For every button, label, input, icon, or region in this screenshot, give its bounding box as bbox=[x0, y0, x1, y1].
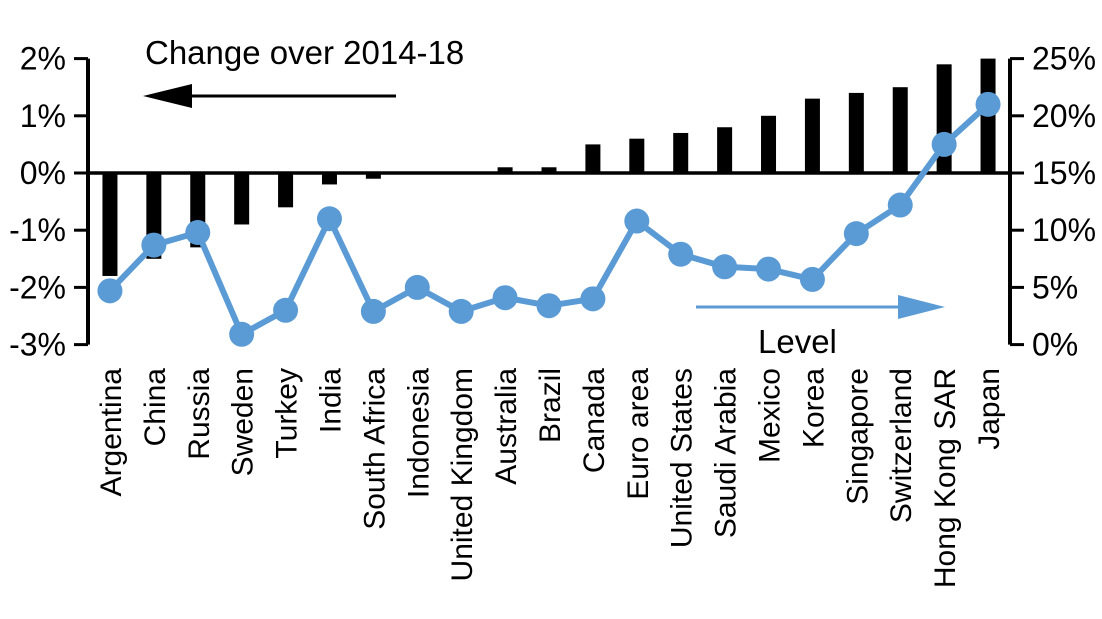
category-label: Switzerland bbox=[885, 368, 918, 523]
dot-south-africa bbox=[360, 298, 386, 324]
bar-turkey bbox=[278, 173, 294, 208]
dot-japan bbox=[975, 91, 1001, 117]
dot-indonesia bbox=[404, 274, 430, 300]
category-label: Saudi Arabia bbox=[710, 368, 743, 538]
bar-switzerland bbox=[892, 87, 908, 173]
level-arrow-label: Level bbox=[758, 323, 837, 360]
right-axis-tick-label: 20% bbox=[1032, 98, 1096, 134]
bar-australia bbox=[497, 167, 513, 173]
right-axis-tick-label: 0% bbox=[1032, 327, 1078, 363]
category-axis-labels: Argentina China Russia Sweden Turkey India Sou… bbox=[95, 368, 1006, 588]
category-label: United States bbox=[666, 368, 699, 548]
dot-singapore bbox=[843, 221, 869, 247]
bar-south-africa bbox=[365, 173, 381, 179]
left-axis-tick-label: 2% bbox=[20, 41, 66, 77]
category-label: Indonesia bbox=[402, 368, 435, 498]
category-label: Korea bbox=[797, 368, 830, 448]
category-label: Euro area bbox=[622, 368, 655, 500]
category-label: Japan bbox=[973, 368, 1006, 450]
bar-sweden bbox=[234, 173, 250, 225]
left-arrow-icon bbox=[143, 84, 192, 108]
category-label: South Africa bbox=[358, 368, 391, 530]
category-label: Mexico bbox=[754, 368, 787, 463]
dot-united-kingdom bbox=[448, 298, 474, 324]
level-line-series bbox=[97, 91, 1001, 347]
dot-switzerland bbox=[887, 192, 913, 218]
left-axis-tick-label: 1% bbox=[20, 98, 66, 134]
category-label: Turkey bbox=[271, 368, 304, 459]
bar-series bbox=[102, 58, 996, 276]
left-axis-tick-label: -3% bbox=[9, 327, 66, 363]
dot-russia bbox=[185, 219, 211, 245]
category-label: India bbox=[314, 368, 347, 433]
bar-india bbox=[321, 173, 337, 185]
bar-euro-area bbox=[629, 138, 645, 173]
dot-argentina bbox=[97, 278, 123, 304]
dot-china bbox=[141, 232, 167, 258]
bar-united-states bbox=[673, 132, 689, 173]
category-label: United Kingdom bbox=[446, 368, 479, 581]
bar-saudi-arabia bbox=[717, 127, 733, 173]
category-label: Russia bbox=[183, 368, 216, 460]
bar-korea bbox=[804, 98, 820, 173]
left-axis-tick-label: 0% bbox=[20, 155, 66, 191]
category-label: China bbox=[139, 368, 172, 447]
dot-australia bbox=[492, 285, 518, 311]
dot-sweden bbox=[229, 321, 255, 347]
bar-mexico bbox=[761, 115, 777, 173]
axes: 2% 1% 0% -1% -2% -3% 25% 20% 15% 10% 5% 0% bbox=[9, 41, 1096, 363]
left-axis-tick-label: -2% bbox=[9, 269, 66, 305]
dot-saudi-arabia bbox=[712, 254, 738, 280]
annotation-level: Level bbox=[696, 295, 945, 360]
left-axis-tick-label: -1% bbox=[9, 212, 66, 248]
category-label: Hong Kong SAR bbox=[929, 368, 962, 588]
change-arrow-label: Change over 2014-18 bbox=[145, 34, 464, 71]
category-label: Argentina bbox=[95, 368, 128, 497]
dot-mexico bbox=[756, 256, 782, 282]
dot-canada bbox=[580, 286, 606, 312]
bar-brazil bbox=[541, 167, 557, 173]
dot-turkey bbox=[273, 297, 299, 323]
category-label: Canada bbox=[578, 368, 611, 473]
right-axis-tick-label: 10% bbox=[1032, 212, 1096, 248]
category-label: Brazil bbox=[534, 368, 567, 443]
bar-singapore bbox=[848, 92, 864, 173]
dot-india bbox=[316, 206, 342, 232]
dot-united-states bbox=[668, 241, 694, 267]
bar-canada bbox=[585, 144, 601, 173]
category-label: Sweden bbox=[227, 368, 260, 476]
dot-korea bbox=[799, 266, 825, 292]
right-axis-tick-label: 15% bbox=[1032, 155, 1096, 191]
category-label: Singapore bbox=[841, 368, 874, 505]
right-arrow-icon bbox=[898, 295, 945, 319]
bar-argentina bbox=[102, 173, 118, 276]
annotation-change-over-2014-18: Change over 2014-18 bbox=[143, 34, 464, 108]
dot-brazil bbox=[536, 293, 562, 319]
dot-euro-area bbox=[624, 208, 650, 234]
category-label: Australia bbox=[490, 368, 523, 485]
right-axis-tick-label: 5% bbox=[1032, 269, 1078, 305]
right-axis-tick-label: 25% bbox=[1032, 41, 1096, 77]
dot-hong-kong-sar bbox=[931, 131, 957, 157]
